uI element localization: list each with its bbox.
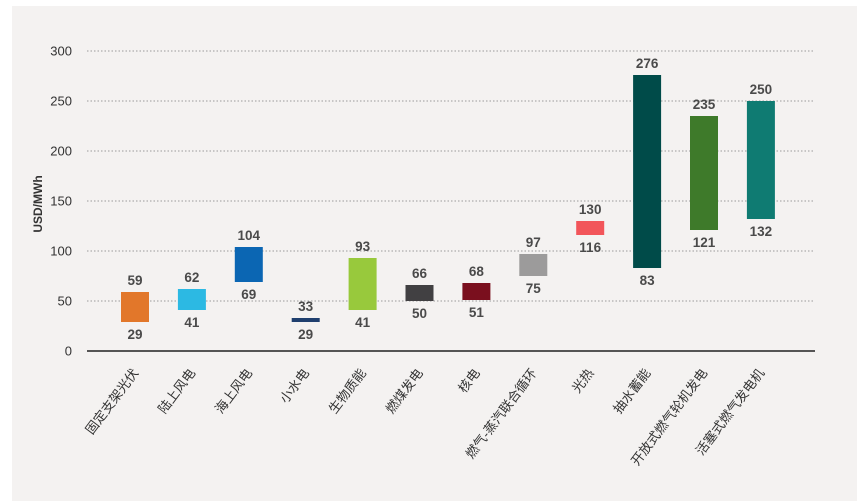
bars bbox=[121, 75, 775, 322]
y-tick-label: 250 bbox=[50, 94, 72, 109]
data-label-low: 75 bbox=[526, 281, 542, 296]
data-label-high: 59 bbox=[127, 273, 142, 288]
data-label-high: 276 bbox=[636, 56, 659, 71]
data-label-high: 130 bbox=[579, 202, 602, 217]
x-tick-label: 固定支架光伏 bbox=[82, 366, 141, 437]
data-label-low: 132 bbox=[750, 224, 773, 239]
y-tick-label: 200 bbox=[50, 144, 72, 159]
y-tick-label: 50 bbox=[58, 294, 72, 309]
bar bbox=[234, 247, 263, 282]
data-label-low: 121 bbox=[693, 235, 716, 250]
y-tick-label: 150 bbox=[50, 194, 72, 209]
bar bbox=[348, 258, 377, 310]
bar bbox=[291, 318, 320, 322]
data-label-low: 83 bbox=[640, 273, 656, 288]
x-tick-label: 陆上风电 bbox=[155, 366, 198, 417]
data-label-low: 50 bbox=[412, 306, 427, 321]
data-label-high: 93 bbox=[355, 239, 371, 254]
data-label-low: 69 bbox=[241, 287, 256, 302]
data-label-low: 41 bbox=[184, 315, 200, 330]
chart-panel: 0 50 100 150 200 250 300 59 29 62 41 104 69 33 29 93 41… bbox=[12, 6, 857, 501]
x-tick-label: 海上风电 bbox=[212, 366, 255, 417]
bar bbox=[576, 221, 605, 235]
x-tick-label: 小水电 bbox=[277, 366, 312, 406]
bar bbox=[633, 75, 662, 268]
bar bbox=[177, 289, 206, 310]
y-tick-label: 300 bbox=[50, 44, 72, 59]
bar bbox=[690, 116, 718, 230]
data-label-low: 116 bbox=[579, 240, 601, 255]
data-label-low: 29 bbox=[298, 327, 313, 342]
data-label-high: 235 bbox=[693, 97, 716, 112]
y-tick-label: 0 bbox=[65, 344, 72, 359]
x-tick-label: 抽水蓄能 bbox=[610, 366, 653, 417]
bar bbox=[746, 101, 775, 219]
y-axis-ticks: 0 50 100 150 200 250 300 bbox=[50, 44, 72, 359]
y-tick-label: 100 bbox=[50, 244, 72, 259]
value-labels: 59 29 62 41 104 69 33 29 93 41 66 50 68 51 97 75 130 116 2… bbox=[127, 56, 772, 342]
bar bbox=[462, 283, 491, 300]
data-label-low: 29 bbox=[127, 327, 142, 342]
data-label-high: 66 bbox=[412, 266, 428, 281]
x-tick-label: 核电 bbox=[455, 366, 483, 396]
x-tick-label: 燃煤发电 bbox=[383, 366, 426, 417]
data-label-high: 250 bbox=[750, 82, 773, 97]
x-tick-label: 光热 bbox=[569, 366, 597, 396]
data-label-high: 62 bbox=[184, 270, 199, 285]
bar bbox=[121, 292, 149, 322]
y-axis-label: USD/MWh bbox=[31, 175, 45, 232]
data-label-high: 33 bbox=[298, 299, 314, 314]
data-label-low: 41 bbox=[355, 315, 371, 330]
data-label-low: 51 bbox=[469, 305, 485, 320]
x-tick-label: 生物质能 bbox=[326, 366, 369, 417]
data-label-high: 104 bbox=[238, 228, 261, 243]
bar bbox=[519, 254, 548, 276]
range-bar-chart: 0 50 100 150 200 250 300 59 29 62 41 104 69 33 29 93 41… bbox=[31, 44, 815, 468]
bar bbox=[405, 285, 434, 301]
data-label-high: 68 bbox=[469, 264, 485, 279]
data-label-high: 97 bbox=[526, 235, 541, 250]
